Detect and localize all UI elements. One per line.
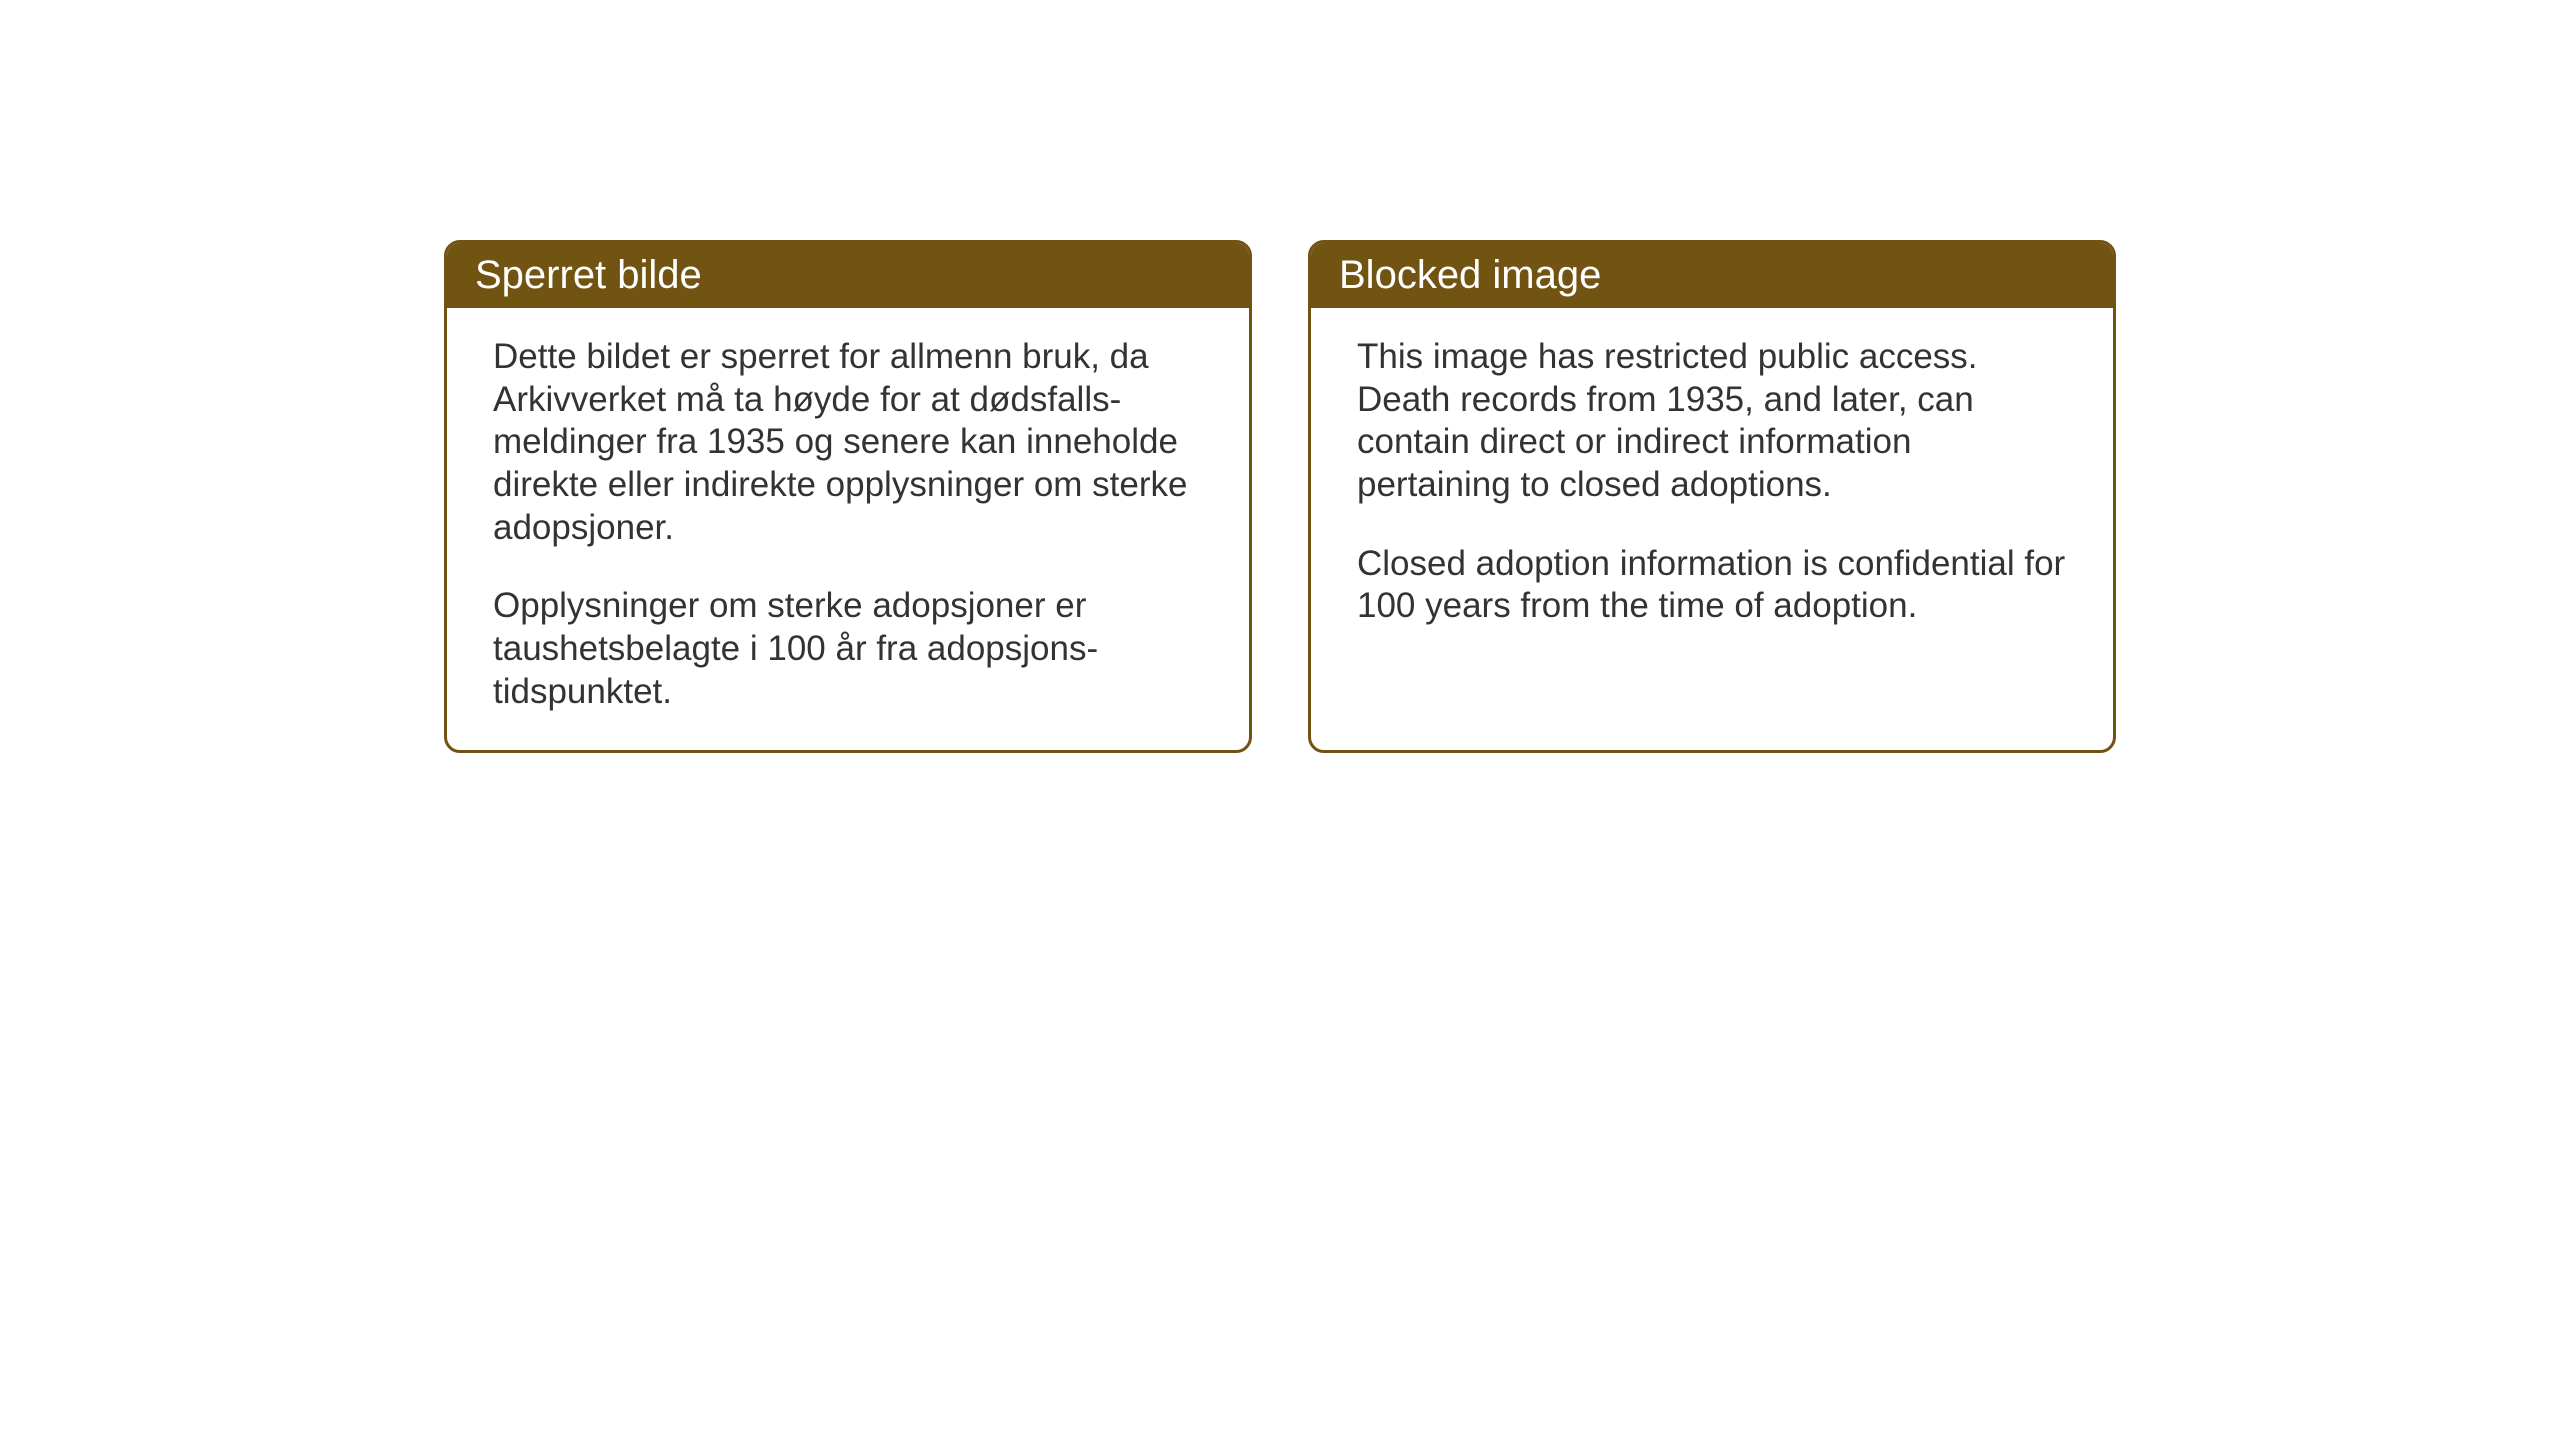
card-header-english: Blocked image <box>1311 243 2113 308</box>
card-paragraph-2-norwegian: Opplysninger om sterke adopsjoner er tau… <box>493 585 1203 713</box>
card-header-norwegian: Sperret bilde <box>447 243 1249 308</box>
card-paragraph-1-english: This image has restricted public access.… <box>1357 336 2067 507</box>
card-title-english: Blocked image <box>1339 253 1601 297</box>
card-body-norwegian: Dette bildet er sperret for allmenn bruk… <box>447 308 1249 750</box>
notice-container: Sperret bilde Dette bildet er sperret fo… <box>444 240 2116 753</box>
notice-card-norwegian: Sperret bilde Dette bildet er sperret fo… <box>444 240 1252 753</box>
card-paragraph-1-norwegian: Dette bildet er sperret for allmenn bruk… <box>493 336 1203 549</box>
card-body-english: This image has restricted public access.… <box>1311 308 2113 664</box>
card-title-norwegian: Sperret bilde <box>475 253 702 297</box>
notice-card-english: Blocked image This image has restricted … <box>1308 240 2116 753</box>
card-paragraph-2-english: Closed adoption information is confident… <box>1357 543 2067 628</box>
